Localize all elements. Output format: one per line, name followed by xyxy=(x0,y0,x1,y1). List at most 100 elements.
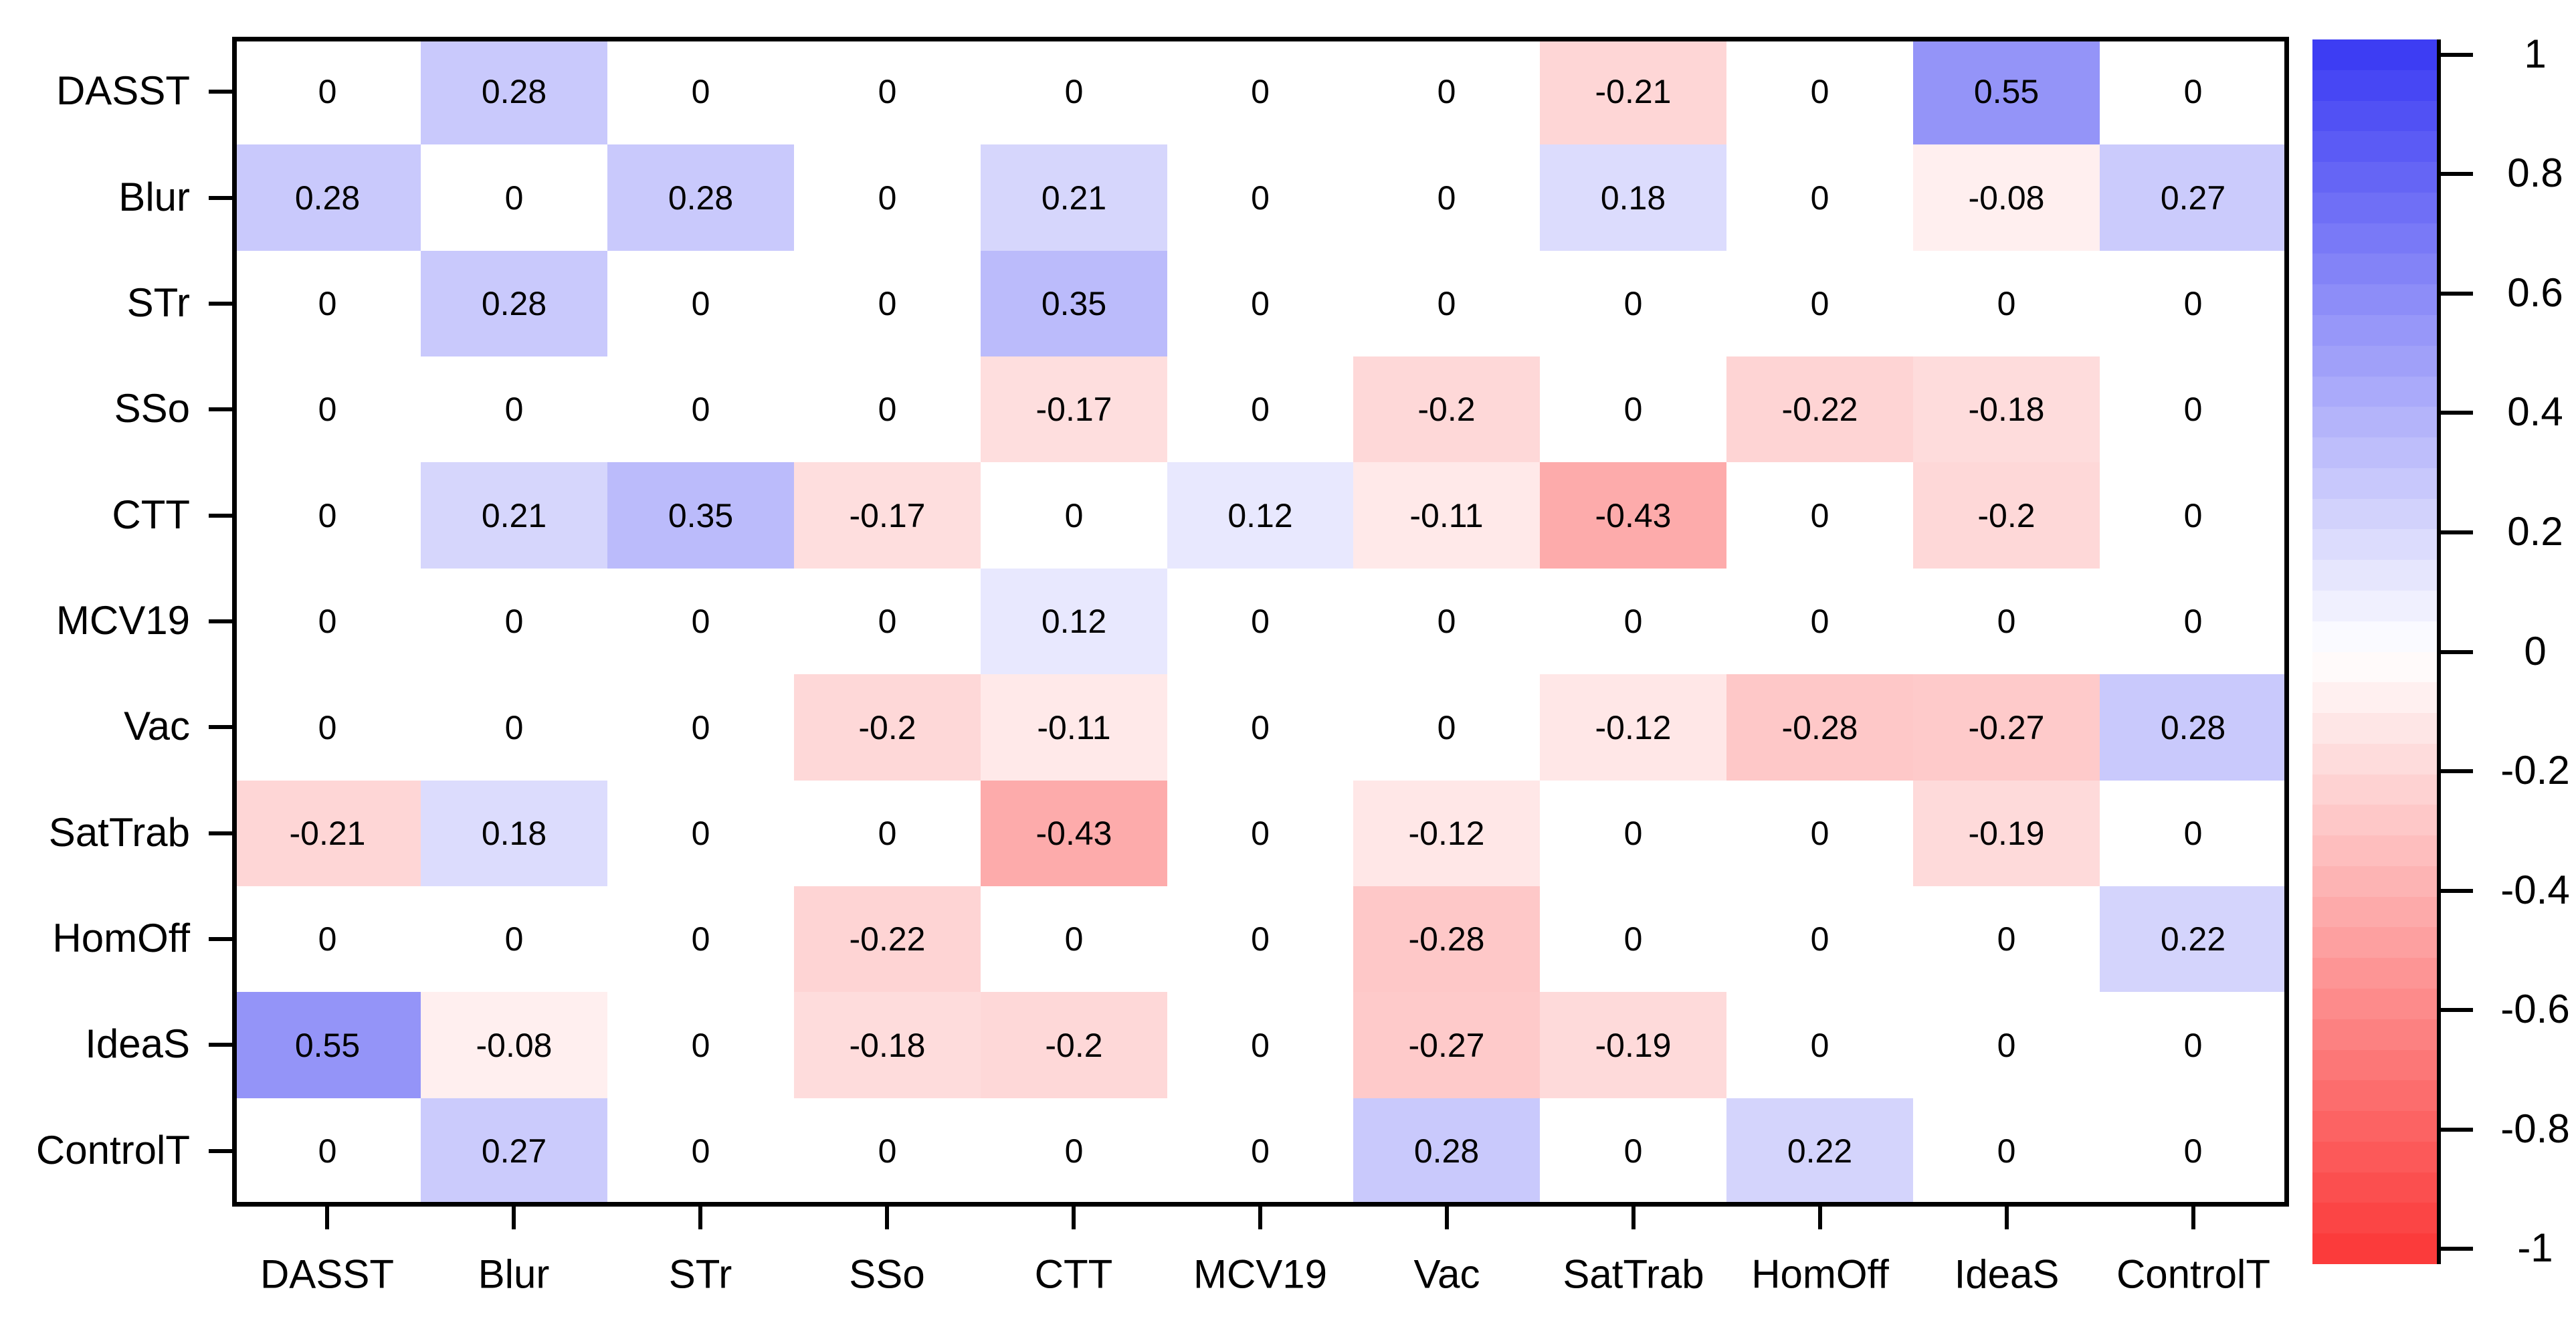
heatmap-cell-HomOff-Vac: -0.28 xyxy=(1353,886,1540,992)
colorbar-tick xyxy=(2437,172,2473,176)
colorbar-tick-label: -0.4 xyxy=(2500,867,2570,913)
colorbar-tick-label: -0.2 xyxy=(2500,748,2570,793)
heatmap-cell-ControlT-SatTrab: 0 xyxy=(1540,1098,1726,1204)
heatmap-cell-DASST-STr: 0 xyxy=(607,39,794,144)
x-axis-tick-CTT xyxy=(1072,1204,1076,1229)
heatmap-cell-STr-CTT: 0.35 xyxy=(981,251,1167,356)
heatmap-cell-SatTrab-SSo: 0 xyxy=(794,781,981,886)
heatmap-cell-CTT-MCV19: 0.12 xyxy=(1167,462,1353,569)
row-label-MCV19: MCV19 xyxy=(56,598,190,643)
heatmap-cell-Blur-SatTrab: 0.18 xyxy=(1540,144,1726,251)
colorbar-tick xyxy=(2437,769,2473,773)
heatmap-cell-CTT-HomOff: 0 xyxy=(1726,462,1913,569)
colorbar-tick-label: -1 xyxy=(2517,1225,2553,1271)
heatmap-cell-ControlT-DASST: 0 xyxy=(234,1098,421,1204)
row-label-SatTrab: SatTrab xyxy=(48,810,190,855)
row-label-IdeaS: IdeaS xyxy=(85,1021,190,1067)
heatmap-cell-STr-Blur: 0.28 xyxy=(421,251,607,356)
colorbar-band xyxy=(2312,315,2437,346)
heatmap-cell-SatTrab-CTT: -0.43 xyxy=(981,781,1167,886)
heatmap-cell-DASST-SatTrab: -0.21 xyxy=(1540,39,1726,144)
heatmap-cell-MCV19-SSo: 0 xyxy=(794,569,981,674)
colorbar-band xyxy=(2312,162,2437,193)
colorbar-band xyxy=(2312,407,2437,437)
colorbar-band xyxy=(2312,1050,2437,1080)
heatmap-cell-Blur-DASST: 0.28 xyxy=(234,144,421,251)
colorbar-band xyxy=(2312,70,2437,101)
x-axis-tick-HomOff xyxy=(1818,1204,1822,1229)
colorbar-tick-label: 0.8 xyxy=(2507,150,2563,196)
colorbar-band xyxy=(2312,927,2437,958)
heatmap-cell-ControlT-STr: 0 xyxy=(607,1098,794,1204)
heatmap-cell-Vac-Blur: 0 xyxy=(421,674,607,781)
heatmap-cell-HomOff-HomOff: 0 xyxy=(1726,886,1913,992)
heatmap-cell-ControlT-Vac: 0.28 xyxy=(1353,1098,1540,1204)
col-label-SSo: SSo xyxy=(849,1251,925,1297)
row-label-CTT: CTT xyxy=(112,492,190,538)
colorbar-band xyxy=(2312,437,2437,468)
heatmap-cell-ControlT-SSo: 0 xyxy=(794,1098,981,1204)
x-axis-tick-Vac xyxy=(1445,1204,1449,1229)
heatmap-cell-Vac-MCV19: 0 xyxy=(1167,674,1353,781)
heatmap-cell-MCV19-DASST: 0 xyxy=(234,569,421,674)
heatmap-cell-MCV19-ControlT: 0 xyxy=(2100,569,2286,674)
heatmap-cell-STr-IdeaS: 0 xyxy=(1913,251,2100,356)
colorbar-band xyxy=(2312,1142,2437,1172)
y-axis-tick-SSo xyxy=(209,407,234,411)
heatmap-cell-STr-MCV19: 0 xyxy=(1167,251,1353,356)
heatmap-cell-MCV19-SatTrab: 0 xyxy=(1540,569,1726,674)
row-label-Vac: Vac xyxy=(124,704,190,749)
heatmap-cell-Blur-Vac: 0 xyxy=(1353,144,1540,251)
colorbar-band xyxy=(2312,591,2437,621)
heatmap-cell-HomOff-Blur: 0 xyxy=(421,886,607,992)
colorbar-band xyxy=(2312,1111,2437,1142)
colorbar-tick xyxy=(2437,1247,2473,1251)
heatmap-cell-DASST-MCV19: 0 xyxy=(1167,39,1353,144)
heatmap-cell-DASST-Blur: 0.28 xyxy=(421,39,607,144)
col-label-MCV19: MCV19 xyxy=(1193,1251,1328,1297)
heatmap-cell-Vac-CTT: -0.11 xyxy=(981,674,1167,781)
heatmap-cell-MCV19-MCV19: 0 xyxy=(1167,569,1353,674)
heatmap-cell-Blur-STr: 0.28 xyxy=(607,144,794,251)
heatmap-cell-IdeaS-MCV19: 0 xyxy=(1167,992,1353,1098)
heatmap-cell-Blur-Blur: 0 xyxy=(421,144,607,251)
heatmap-cell-Vac-DASST: 0 xyxy=(234,674,421,781)
heatmap-cell-IdeaS-HomOff: 0 xyxy=(1726,992,1913,1098)
row-label-HomOff: HomOff xyxy=(52,916,190,961)
colorbar-tick-label: -0.6 xyxy=(2500,987,2570,1032)
colorbar-tick-label: 0.6 xyxy=(2507,270,2563,316)
heatmap-cell-Blur-CTT: 0.21 xyxy=(981,144,1167,251)
heatmap-cell-ControlT-HomOff: 0.22 xyxy=(1726,1098,1913,1204)
heatmap-cell-CTT-SSo: -0.17 xyxy=(794,462,981,569)
col-label-DASST: DASST xyxy=(260,1251,395,1297)
heatmap-cell-Blur-HomOff: 0 xyxy=(1726,144,1913,251)
colorbar-tick-label: 1 xyxy=(2524,31,2547,77)
heatmap-cell-SSo-IdeaS: -0.18 xyxy=(1913,356,2100,462)
heatmap-cell-ControlT-ControlT: 0 xyxy=(2100,1098,2286,1204)
colorbar-band xyxy=(2312,346,2437,377)
row-label-DASST: DASST xyxy=(56,68,190,114)
heatmap-cell-IdeaS-IdeaS: 0 xyxy=(1913,992,2100,1098)
colorbar-tick xyxy=(2437,411,2473,415)
colorbar-band xyxy=(2312,1080,2437,1111)
heatmap-cell-Blur-SSo: 0 xyxy=(794,144,981,251)
heatmap-cell-STr-ControlT: 0 xyxy=(2100,251,2286,356)
heatmap-cell-SSo-HomOff: -0.22 xyxy=(1726,356,1913,462)
heatmap-cell-SatTrab-Blur: 0.18 xyxy=(421,781,607,886)
heatmap-cell-SSo-MCV19: 0 xyxy=(1167,356,1353,462)
colorbar-tick xyxy=(2437,1128,2473,1132)
y-axis-tick-Blur xyxy=(209,196,234,200)
heatmap-cell-STr-HomOff: 0 xyxy=(1726,251,1913,356)
x-axis-tick-MCV19 xyxy=(1258,1204,1262,1229)
heatmap-cell-SatTrab-HomOff: 0 xyxy=(1726,781,1913,886)
colorbar-band xyxy=(2312,897,2437,927)
heatmap-cell-SatTrab-Vac: -0.12 xyxy=(1353,781,1540,886)
heatmap-cell-DASST-Vac: 0 xyxy=(1353,39,1540,144)
col-label-Blur: Blur xyxy=(478,1251,550,1297)
col-label-IdeaS: IdeaS xyxy=(1954,1251,2060,1297)
heatmap-cell-ControlT-Blur: 0.27 xyxy=(421,1098,607,1204)
colorbar-band xyxy=(2312,223,2437,253)
heatmap-cell-DASST-HomOff: 0 xyxy=(1726,39,1913,144)
heatmap-cell-CTT-Vac: -0.11 xyxy=(1353,462,1540,569)
